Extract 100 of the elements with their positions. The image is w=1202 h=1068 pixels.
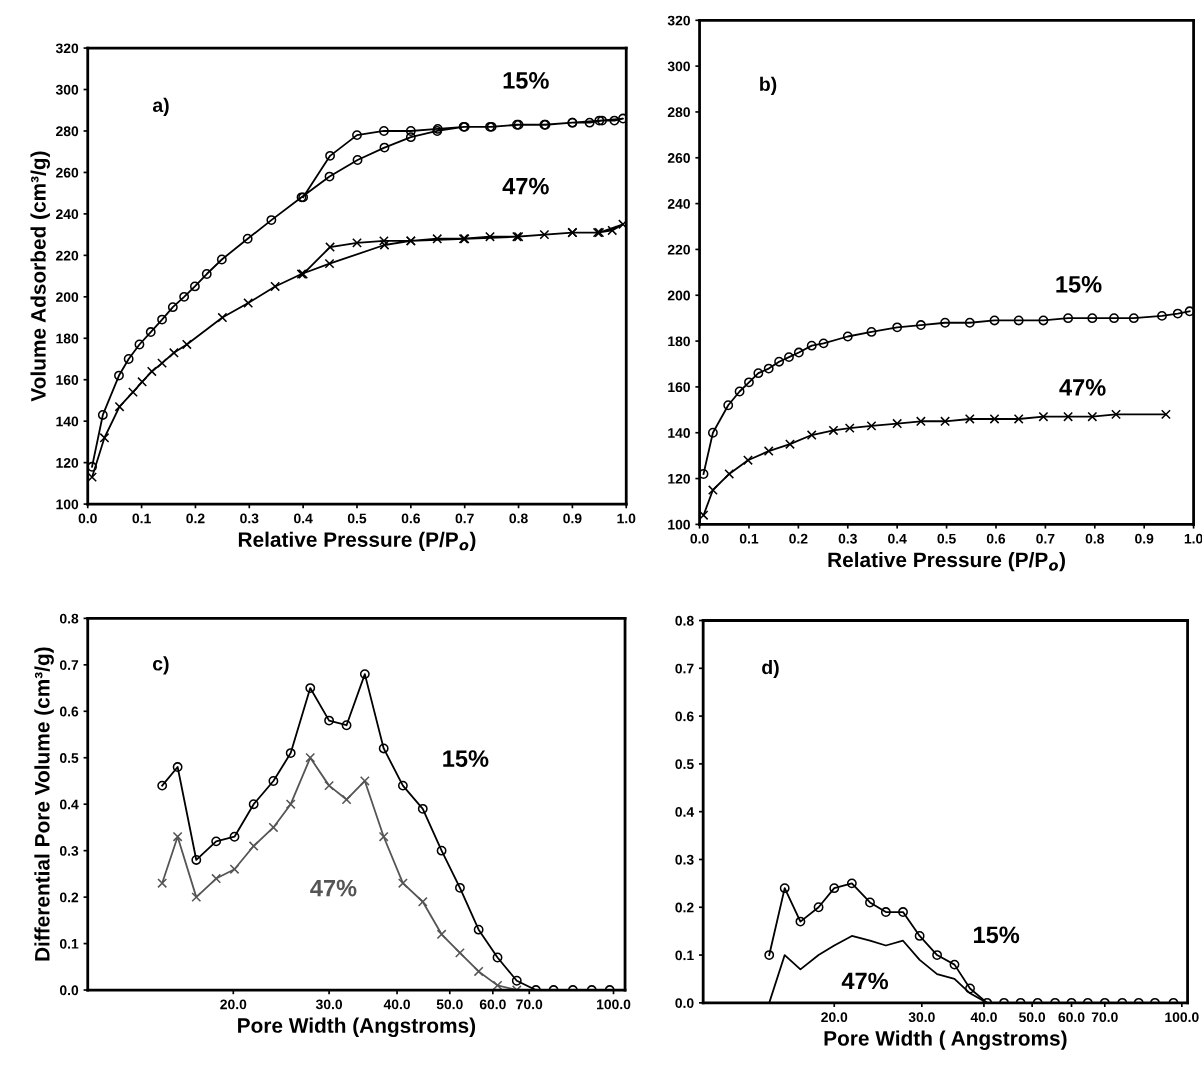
x-tick-label: 0.7 (455, 513, 474, 524)
y-tick-label: 320 (667, 15, 690, 26)
y-tick-label: 0.8 (59, 613, 79, 624)
point (157, 358, 167, 369)
point (1038, 411, 1049, 422)
point (699, 510, 709, 521)
point (473, 924, 484, 935)
point (359, 776, 370, 786)
point (753, 368, 764, 379)
point (866, 420, 877, 431)
point (114, 370, 124, 381)
y-tick-label: 0.4 (59, 799, 79, 810)
y-tick-label: 180 (56, 333, 79, 344)
x-tick-label: 30.0 (908, 1012, 935, 1023)
point (607, 225, 618, 236)
point (341, 720, 352, 731)
point (699, 469, 709, 479)
y-tick-label: 160 (668, 382, 690, 393)
y-tick-label: 200 (56, 292, 79, 302)
y-tick-label: 120 (668, 473, 690, 484)
point (915, 416, 926, 427)
x-tick-label: 20.0 (220, 999, 247, 1010)
y-tick-label: 0.3 (59, 846, 79, 856)
x-tick-label: 0.1 (739, 533, 759, 544)
annotation: a) (152, 97, 169, 116)
point (1087, 313, 1098, 324)
x-tick-label: 0.3 (240, 513, 259, 524)
point (123, 354, 134, 364)
point (191, 892, 202, 903)
point (243, 298, 254, 308)
x-tick-label: 0.6 (401, 513, 420, 524)
point (707, 485, 718, 495)
point (229, 864, 240, 875)
y-tick-label: 0.7 (675, 663, 694, 674)
point (341, 794, 352, 805)
point (707, 427, 718, 438)
point (818, 338, 829, 349)
point (989, 315, 1000, 326)
y-tick-label: 120 (56, 457, 79, 468)
y-tick-label: 300 (55, 84, 79, 95)
point (1172, 308, 1183, 319)
series-label: 47% (502, 177, 549, 195)
point (285, 799, 296, 810)
x-tick-label: 1.0 (1184, 533, 1202, 544)
point (114, 401, 125, 412)
y-tick-label: 0.1 (59, 938, 79, 949)
x-tick-label: 50.0 (1019, 1012, 1046, 1023)
point (181, 339, 192, 350)
series-label: 47% (841, 972, 889, 990)
y-tick-label: 240 (56, 209, 79, 220)
y-tick-label: 0.5 (59, 753, 79, 763)
point (828, 425, 839, 436)
point (584, 117, 595, 128)
point (405, 126, 416, 136)
x-tick-label: 1.0 (617, 513, 636, 524)
x-tick-label: 30.0 (315, 999, 343, 1010)
y-tick-label: 220 (667, 244, 690, 255)
point (743, 455, 753, 466)
point (324, 258, 335, 269)
x-axis-title: Relative Pressure (P/P$_{o}$) (828, 551, 1065, 572)
point (268, 776, 279, 786)
point (806, 340, 817, 351)
point (866, 326, 877, 337)
point (892, 418, 903, 429)
point (940, 416, 951, 427)
point (1184, 306, 1194, 317)
x-tick-label: 60.0 (479, 999, 506, 1010)
y-tick-label: 180 (668, 336, 690, 347)
point (285, 748, 296, 759)
point (915, 320, 926, 330)
y-tick-label: 200 (667, 290, 690, 301)
point (397, 878, 408, 889)
x-tick-label: 0.2 (186, 513, 205, 524)
point (892, 322, 903, 333)
x-tick-label: 70.0 (1091, 1012, 1118, 1023)
x-tick-label: 0.2 (789, 533, 808, 544)
point (128, 387, 138, 398)
y-tick-label: 100 (668, 519, 690, 530)
point (305, 752, 316, 763)
point (211, 873, 222, 884)
point (1087, 411, 1098, 422)
point (270, 281, 281, 292)
point (268, 822, 279, 833)
point (940, 317, 951, 328)
point (774, 356, 785, 367)
point (325, 242, 336, 252)
point (539, 229, 550, 240)
point (1013, 414, 1024, 424)
y-axis-title: Volume Adsorbed (cm³/g) (30, 151, 50, 402)
point (417, 896, 428, 907)
point (432, 233, 443, 244)
point (473, 966, 484, 977)
point (724, 469, 735, 479)
point (325, 150, 336, 161)
series-label: 15% (974, 926, 1020, 944)
point (189, 281, 200, 292)
point (379, 240, 390, 250)
y-tick-label: 260 (56, 167, 79, 178)
y-tick-label: 0.0 (59, 985, 79, 996)
point (417, 803, 428, 814)
